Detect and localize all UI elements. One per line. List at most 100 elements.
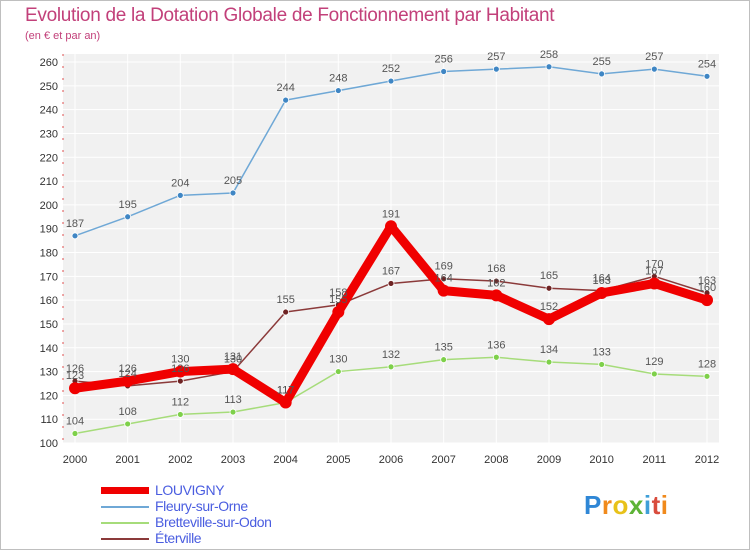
data-label: 132 [382,349,400,361]
x-tick-label: 2002 [168,454,192,466]
data-label: 112 [172,396,190,408]
data-point [124,213,132,221]
data-point [279,396,292,409]
data-label: 158 [329,287,347,299]
x-tick-label: 2004 [273,454,297,466]
x-tick-label: 2009 [537,454,561,466]
data-point [595,286,608,299]
data-label: 258 [540,49,558,61]
data-point [440,275,448,283]
data-label: 255 [592,56,610,68]
data-label: 168 [487,263,505,275]
y-tick-label: 160 [40,295,58,307]
y-tick-label: 230 [40,128,58,140]
data-label: 162 [487,277,505,289]
data-label: 126 [118,363,136,375]
data-point [492,353,500,361]
data-label: 191 [382,208,400,220]
data-point [387,363,395,371]
data-point [701,294,713,307]
data-label: 124 [118,368,136,380]
data-point [282,308,290,316]
data-point [387,280,395,287]
data-point [545,284,553,292]
proxiti-logo: Proxiti [584,490,669,520]
data-label: 155 [329,294,347,306]
y-tick-label: 200 [40,200,58,212]
chart-title: Evolution de la Dotation Globale de Fonc… [25,5,555,26]
legend-label-louvigny: LOUVIGNY [155,482,225,498]
data-point [334,368,342,375]
data-label: 170 [645,258,663,270]
data-label: 167 [645,265,663,277]
data-point [440,356,448,364]
data-point [176,191,184,199]
y-tick-label: 240 [40,105,58,117]
data-point [69,382,81,395]
legend-swatch-fleury [101,506,149,508]
data-point [545,63,553,71]
data-point [227,363,239,376]
legend-label-bretteville: Bretteville-sur-Odon [155,514,272,530]
data-point [648,277,661,290]
data-label: 117 [277,385,295,397]
data-point [229,189,237,197]
data-point [229,408,237,416]
data-point [174,365,187,378]
data-point [492,65,500,73]
data-label: 108 [118,406,136,418]
y-tick-label: 250 [40,81,58,93]
legend-swatch-louvigny [101,487,149,494]
data-label: 135 [434,342,452,354]
legend-swatch-bretteville [101,522,149,524]
x-tick-label: 2001 [115,454,139,466]
data-label: 248 [329,73,347,85]
data-point [176,411,184,418]
data-point [437,284,450,297]
data-point [440,68,448,75]
data-label: 252 [382,63,400,75]
x-tick-label: 2007 [431,454,455,466]
y-tick-label: 190 [40,224,58,236]
data-point [492,277,500,285]
data-label: 187 [66,218,84,230]
legend-label-eterville: Éterville [155,530,202,546]
data-label: 257 [645,51,663,63]
data-label: 165 [540,270,558,282]
data-label: 169 [434,261,452,273]
data-label: 113 [224,394,242,406]
data-label: 195 [118,199,136,211]
x-tick-label: 2010 [589,454,613,466]
y-tick-label: 110 [40,414,58,426]
y-tick-label: 120 [40,390,58,402]
data-label: 163 [698,275,716,287]
data-point [121,375,134,388]
data-point [334,87,342,94]
chart-subtitle: (en € et par an) [25,30,101,42]
data-label: 167 [382,265,400,277]
x-tick-label: 2008 [484,454,508,466]
y-tick-label: 170 [40,271,58,283]
data-label: 257 [487,51,505,63]
data-point [650,370,658,378]
data-label: 128 [698,358,716,370]
data-label: 131 [224,351,242,363]
data-label: 130 [329,354,347,366]
y-tick-label: 220 [40,152,58,164]
y-tick-label: 130 [40,367,58,379]
data-label: 152 [540,301,558,313]
data-point [545,358,553,366]
data-label: 254 [698,58,716,70]
data-point [703,72,711,80]
y-tick-label: 260 [40,57,58,69]
data-label: 205 [224,175,242,187]
data-point [176,377,184,385]
data-label: 163 [592,275,610,287]
data-label: 136 [487,339,505,351]
data-point [543,313,555,326]
y-tick-label: 150 [40,319,58,331]
data-label: 104 [66,415,84,427]
x-tick-label: 2005 [326,454,350,466]
